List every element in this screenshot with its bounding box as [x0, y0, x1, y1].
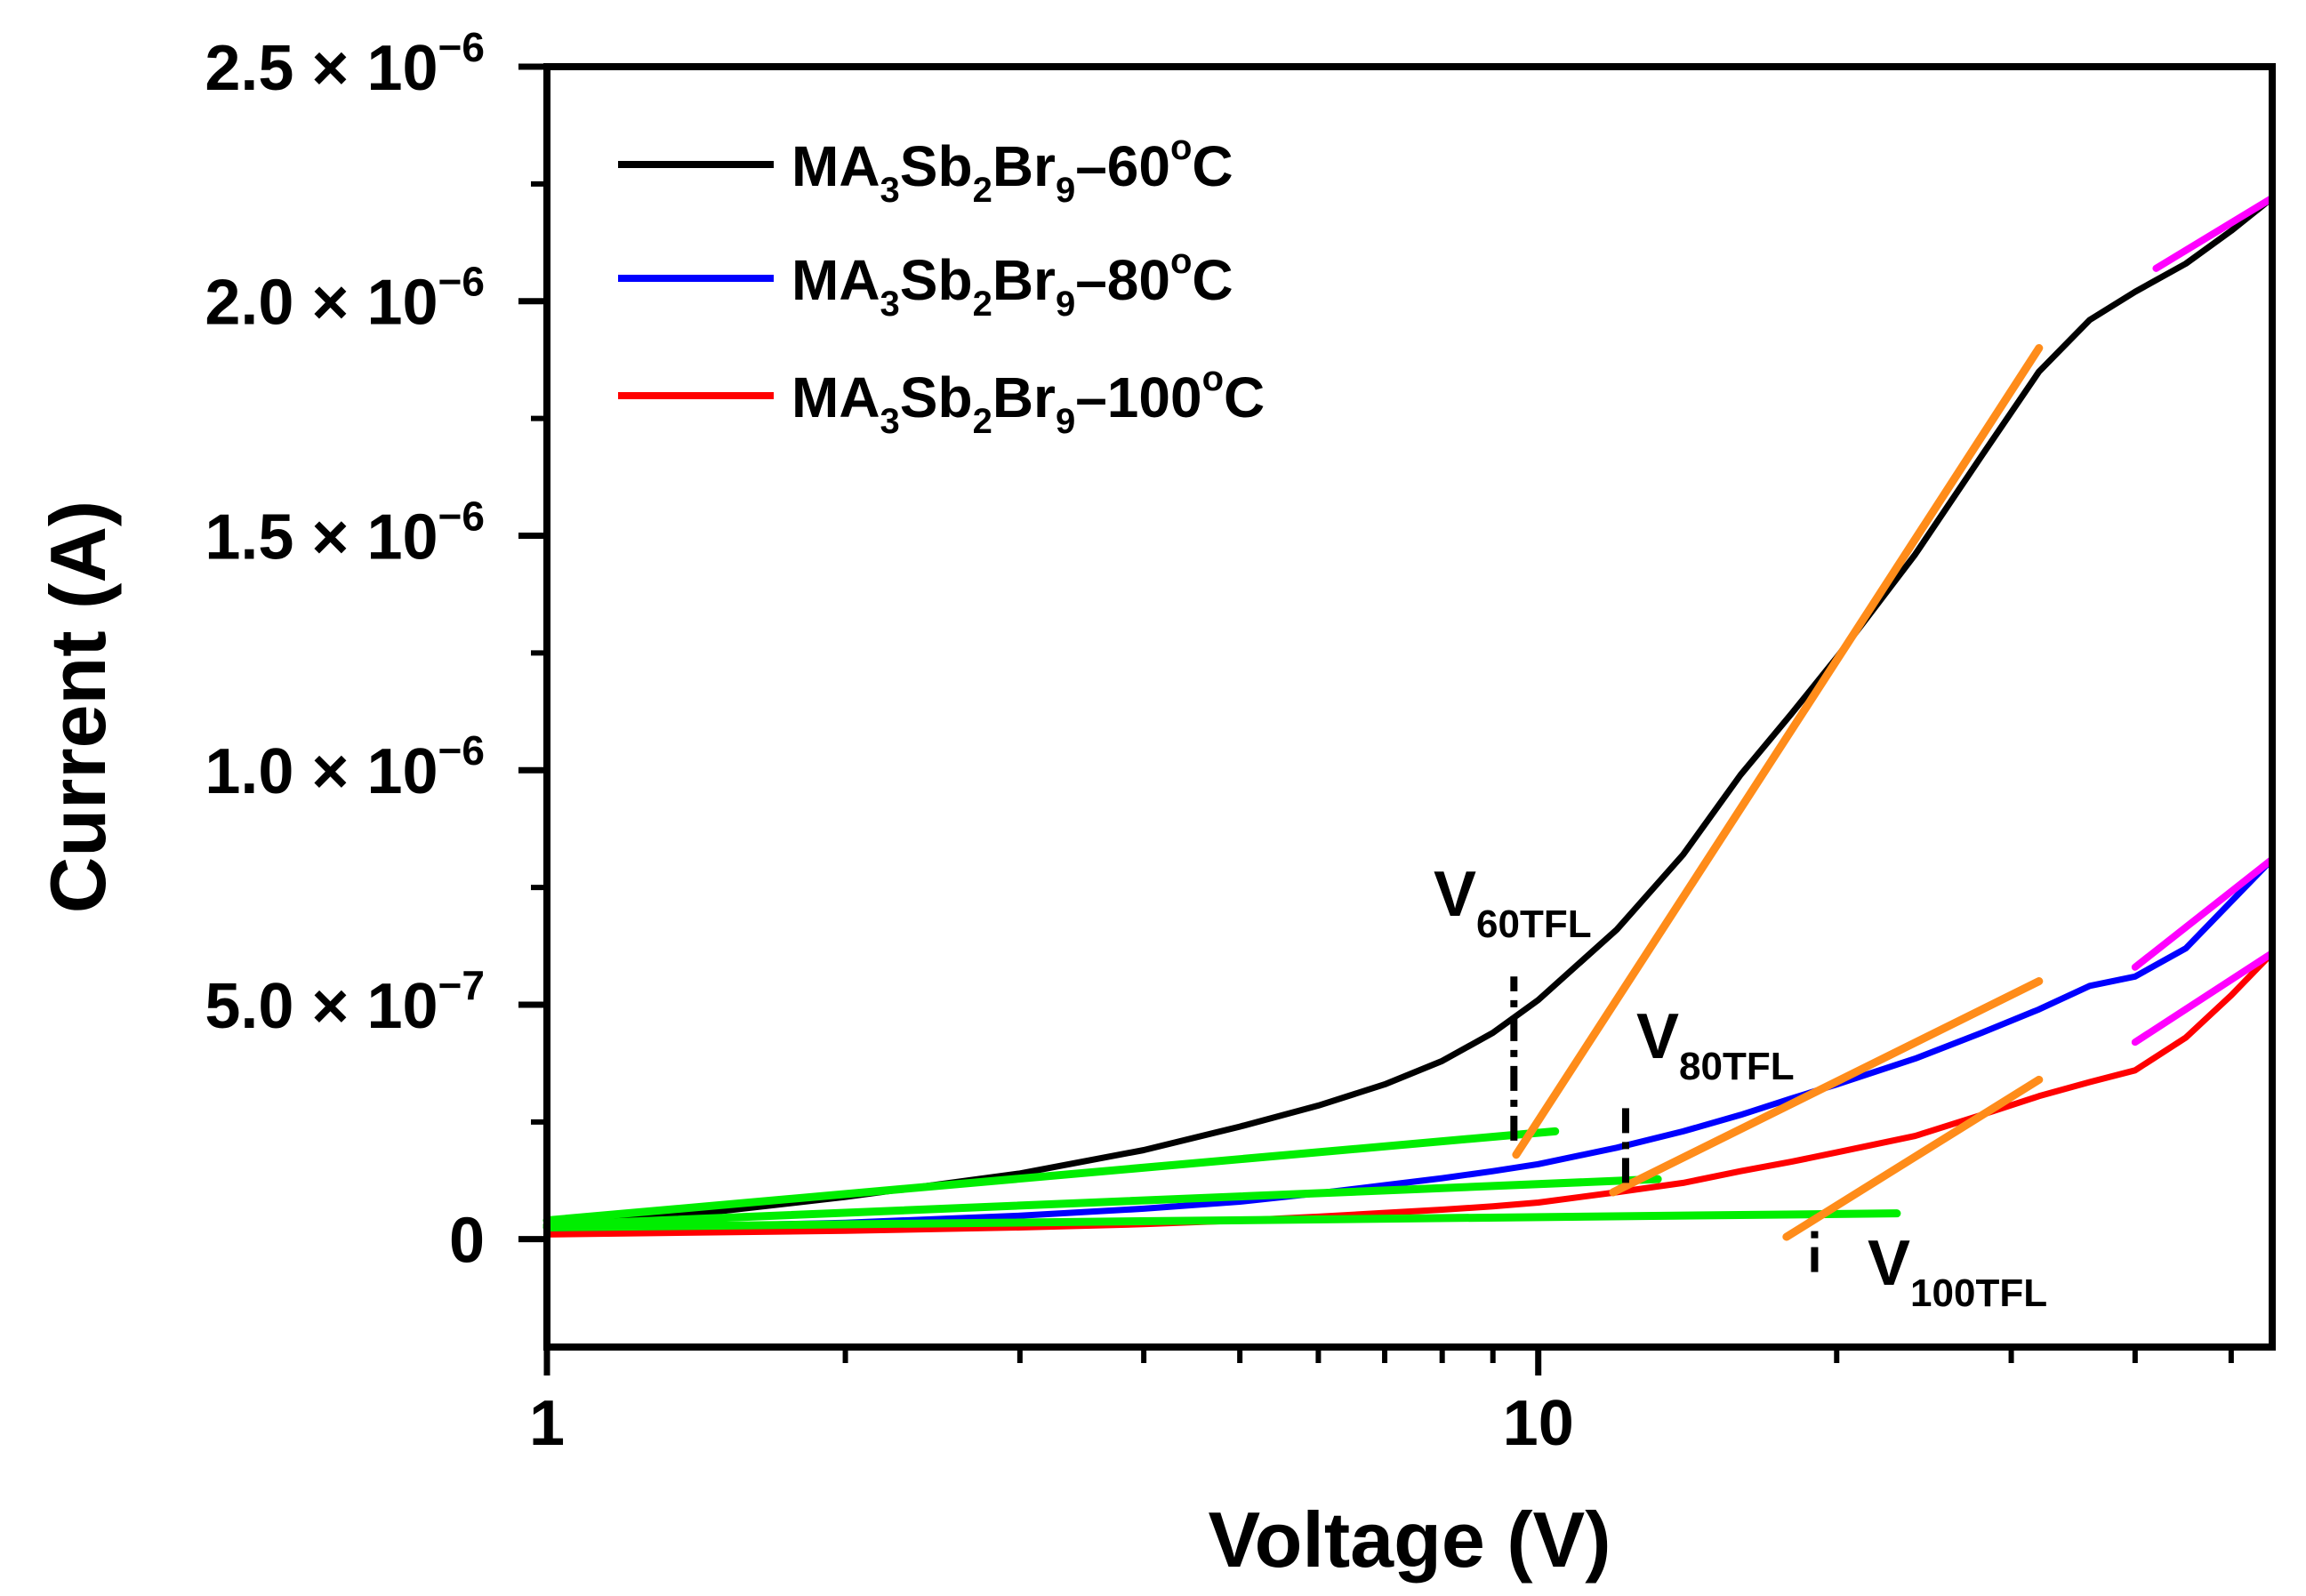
tfl-label-1: V80TFL [1636, 1001, 1795, 1088]
tfl-fit-line-0 [1512, 343, 2044, 1159]
tfl-label-0: V60TFL [1434, 859, 1592, 946]
y-tick-label: 1.0 × 10−6 [205, 727, 485, 807]
plot-content [542, 194, 2276, 1241]
y-tick-label: 2.0 × 10−6 [205, 259, 485, 339]
x-tick-label: 10 [1503, 1388, 1574, 1459]
series-line-0 [543, 195, 2276, 1229]
legend: MA3Sb2Br9–60oC MA3Sb2Br9–80oC MA3Sb2Br9–10… [618, 128, 1265, 441]
tfl-fit-line-2 [1782, 1075, 2044, 1241]
axis-tick-labels: 1 10 0 5.0 × 10−7 1.0 × 10−6 1.5 × 10−6 2.0 × … [205, 24, 1573, 1459]
axis-ticks [518, 63, 2234, 1375]
series-line-1 [543, 855, 2276, 1233]
ohmic-fit-line-1 [542, 1175, 1662, 1230]
legend-label-1: MA3Sb2Br9–80oC [791, 242, 1233, 324]
ohmic-fit-line-0 [542, 1127, 1560, 1225]
x-tick-label: 1 [529, 1388, 565, 1459]
legend-label-0: MA3Sb2Br9–60oC [791, 128, 1233, 210]
y-tick-label: 1.5 × 10−6 [205, 493, 485, 573]
plot-frame [543, 63, 2276, 1351]
y-tick-label: 5.0 × 10−7 [205, 962, 485, 1042]
tfl-label-2: V100TFL [1868, 1228, 2047, 1315]
y-axis-title: Current (A) [34, 501, 122, 913]
high-field-fit-line-2 [2131, 949, 2276, 1047]
ohmic-fit-line-2 [542, 1209, 1901, 1231]
high-field-fit-line-0 [2152, 194, 2276, 272]
annotations: V60TFL V80TFL V100TFL [1434, 859, 2047, 1315]
tfl-fit-line-1 [1609, 977, 2044, 1197]
high-field-fit-line-1 [2131, 855, 2276, 971]
y-tick-label: 0 [449, 1206, 485, 1277]
x-axis-title: Voltage (V) [1208, 1496, 1611, 1584]
legend-label-2: MA3Sb2Br9–100oC [791, 359, 1265, 441]
y-tick-label: 2.5 × 10−6 [205, 24, 485, 104]
